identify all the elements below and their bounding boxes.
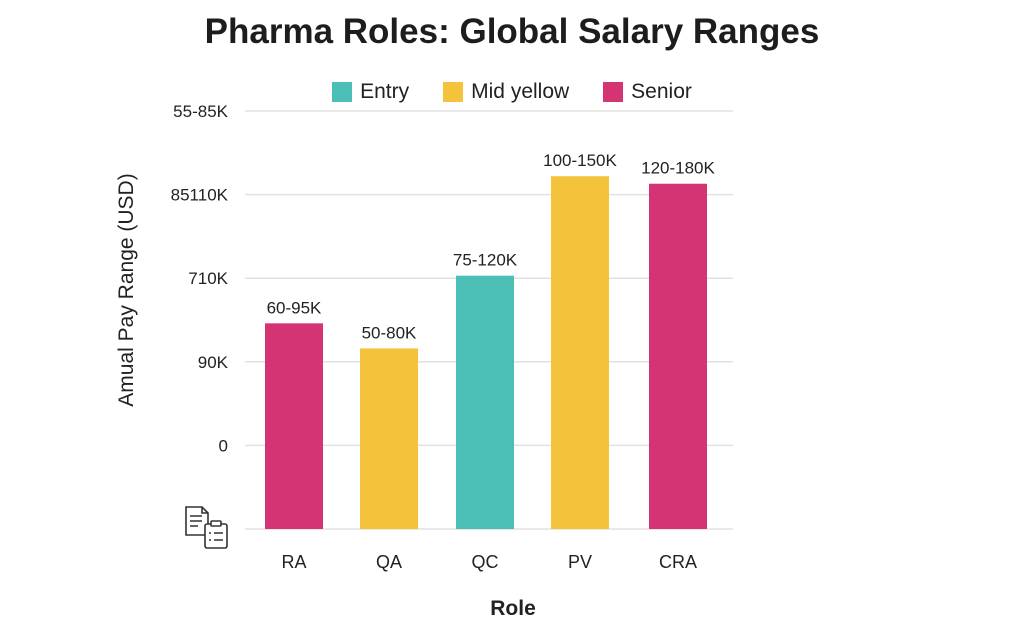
data-label: 120-180K — [641, 159, 715, 178]
legend-swatch-senior — [603, 82, 624, 102]
bar-qa — [360, 348, 418, 529]
data-label: 75-120K — [453, 251, 518, 270]
y-tick-label: 0 — [219, 436, 228, 455]
x-tick-label: CRA — [659, 552, 697, 572]
legend-item-senior[interactable]: Senior — [599, 80, 696, 104]
x-tick-label: RA — [281, 552, 306, 572]
x-tick-label: PV — [568, 552, 592, 572]
chart-title: Pharma Roles: Global Salary Ranges — [204, 12, 820, 51]
legend-swatch-entry — [332, 82, 353, 102]
bar-cra — [649, 183, 707, 529]
bar-ra — [265, 323, 323, 529]
data-label: 50-80K — [362, 323, 417, 342]
legend-item-entry[interactable]: Entry — [328, 80, 414, 104]
y-axis-label: Amual Pay Range (USD) — [115, 173, 138, 407]
y-tick-label: 55-85K — [173, 102, 228, 121]
bar-qc — [456, 275, 514, 529]
document-clipboard-icon — [185, 506, 228, 549]
legend-label: Senior — [631, 80, 692, 103]
legend: Entry Mid yellow Senior — [0, 80, 1024, 104]
y-tick-label: 90K — [198, 353, 229, 372]
legend-label: Entry — [360, 80, 410, 103]
legend-item-mid[interactable]: Mid yellow — [439, 80, 574, 104]
legend-label: Mid yellow — [471, 80, 570, 103]
legend-swatch-mid — [443, 82, 464, 102]
bar-pv — [551, 176, 609, 529]
data-label: 60-95K — [267, 298, 322, 317]
x-tick-label: QA — [376, 552, 402, 572]
y-tick-label: 85110K — [171, 186, 229, 205]
data-label: 100-150K — [543, 151, 617, 170]
y-tick-label: 710K — [188, 269, 228, 288]
x-tick-label: QC — [472, 552, 499, 572]
x-axis-label: Role — [490, 597, 536, 620]
